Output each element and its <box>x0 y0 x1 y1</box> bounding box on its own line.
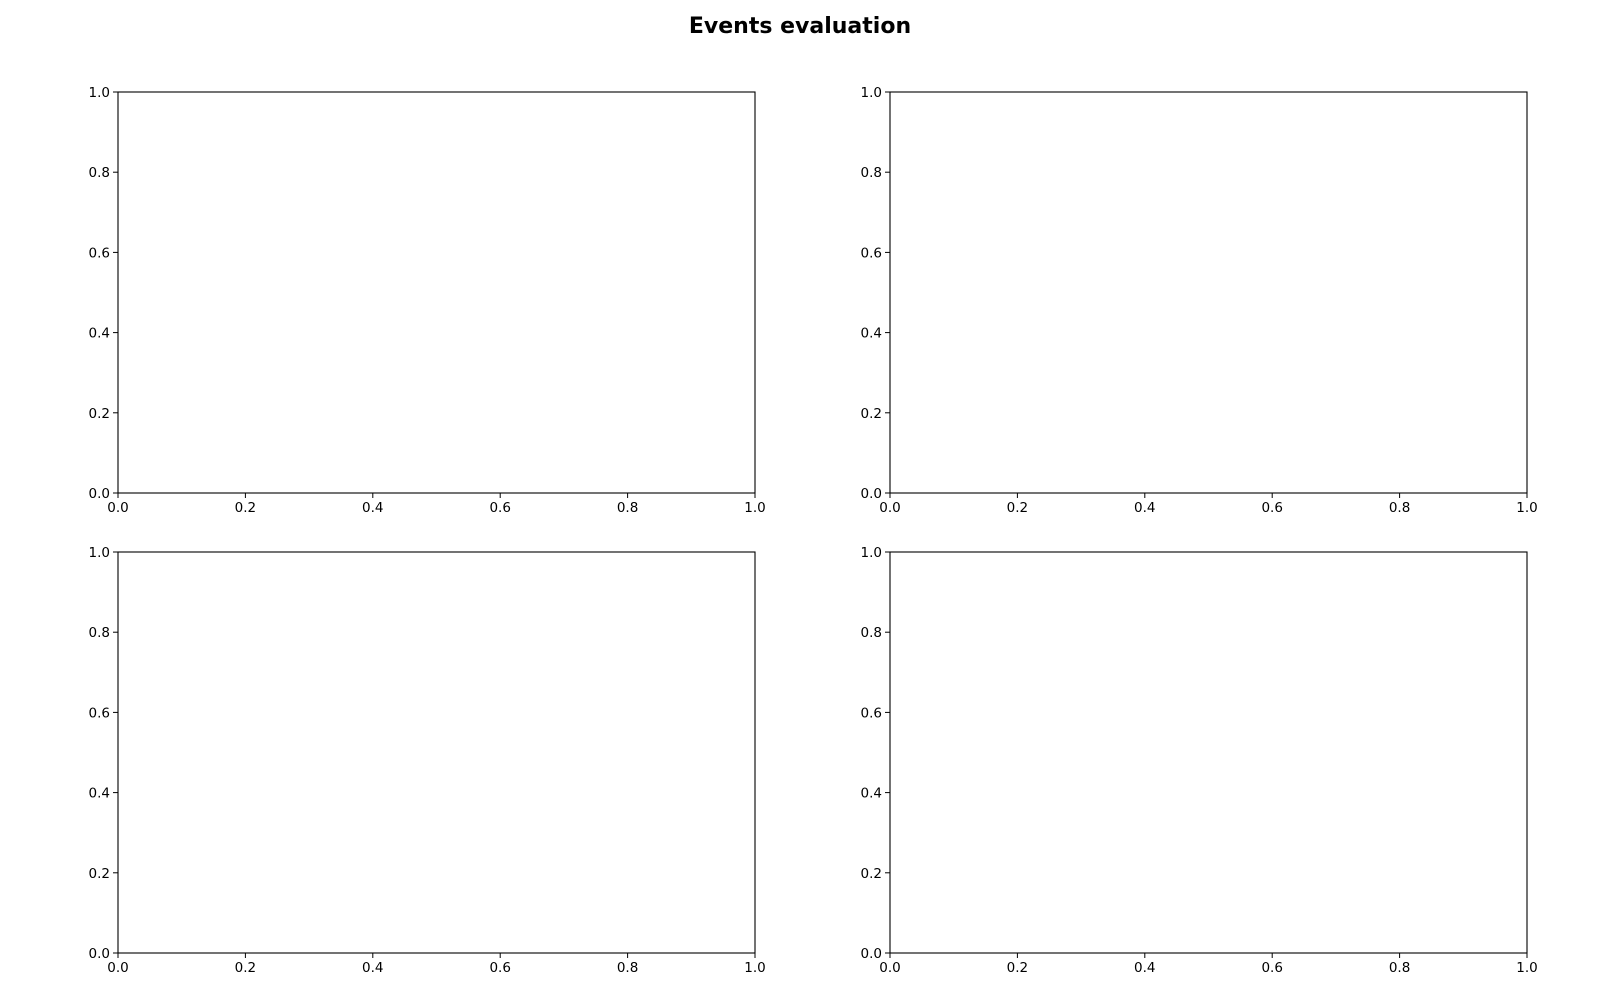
y-tick-label: 0.4 <box>89 326 110 342</box>
y-tick-label: 1.0 <box>89 545 110 561</box>
y-tick-label: 0.0 <box>89 946 110 962</box>
x-tick-label: 0.6 <box>489 960 510 976</box>
x-tick-label: 0.2 <box>1007 500 1028 516</box>
y-tick-label: 0.6 <box>861 705 882 721</box>
y-tick-label: 0.6 <box>861 245 882 261</box>
axes-frame <box>889 91 1528 494</box>
y-tick-label: 0.4 <box>89 786 110 802</box>
x-tick-label: 0.4 <box>1134 960 1155 976</box>
x-tick-label: 0.8 <box>617 500 638 516</box>
y-tick-label: 1.0 <box>861 85 882 101</box>
y-tick-label: 0.0 <box>861 486 882 502</box>
x-tick-label: 0.4 <box>362 960 383 976</box>
subplot-1: 0.0 0.2 0.4 0.6 0.8 1.0 0.0 0.2 0.4 0.6 0.8 1.0 <box>89 85 766 516</box>
y-tick-label: 0.2 <box>861 406 882 422</box>
x-tick-label: 0.2 <box>235 960 256 976</box>
x-tick-label: 1.0 <box>1516 960 1537 976</box>
x-tick-label: 0.8 <box>1389 960 1410 976</box>
x-tick-label: 1.0 <box>744 960 765 976</box>
x-tick-label: 0.8 <box>617 960 638 976</box>
axes-frame <box>889 551 1528 954</box>
y-tick-label: 0.8 <box>861 625 882 641</box>
y-tick-label: 0.2 <box>89 406 110 422</box>
y-tick-label: 0.0 <box>861 946 882 962</box>
y-tick-label: 0.2 <box>861 866 882 882</box>
x-tick-label: 0.4 <box>1134 500 1155 516</box>
x-tick-label: 0.2 <box>235 500 256 516</box>
x-tick-label: 1.0 <box>744 500 765 516</box>
subplot-3: 0.0 0.2 0.4 0.6 0.8 1.0 0.0 0.2 0.4 0.6 0.8 1.0 <box>89 545 766 976</box>
x-tick-label: 0.6 <box>489 500 510 516</box>
x-tick-label: 0.0 <box>879 500 900 516</box>
x-tick-label: 1.0 <box>1516 500 1537 516</box>
x-tick-label: 0.4 <box>362 500 383 516</box>
axes-frame <box>117 551 756 954</box>
y-tick-label: 0.4 <box>861 786 882 802</box>
x-tick-label: 0.6 <box>1261 960 1282 976</box>
x-tick-label: 0.0 <box>879 960 900 976</box>
y-tick-label: 0.4 <box>861 326 882 342</box>
x-tick-label: 0.8 <box>1389 500 1410 516</box>
figure-title: Events evaluation <box>688 14 912 39</box>
y-tick-label: 0.2 <box>89 866 110 882</box>
x-tick-label: 0.0 <box>107 500 128 516</box>
y-tick-label: 0.6 <box>89 245 110 261</box>
y-tick-label: 0.0 <box>89 486 110 502</box>
y-tick-label: 0.8 <box>861 165 882 181</box>
subplot-4: 0.0 0.2 0.4 0.6 0.8 1.0 0.0 0.2 0.4 0.6 0.8 1.0 <box>861 545 1538 976</box>
y-tick-label: 1.0 <box>861 545 882 561</box>
axes-frame <box>117 91 756 494</box>
x-tick-label: 0.0 <box>107 960 128 976</box>
y-tick-label: 0.6 <box>89 705 110 721</box>
y-tick-label: 0.8 <box>89 165 110 181</box>
subplot-2: 0.0 0.2 0.4 0.6 0.8 1.0 0.0 0.2 0.4 0.6 0.8 1.0 <box>861 85 1538 516</box>
x-tick-label: 0.2 <box>1007 960 1028 976</box>
y-tick-label: 1.0 <box>89 85 110 101</box>
x-tick-label: 0.6 <box>1261 500 1282 516</box>
y-tick-label: 0.8 <box>89 625 110 641</box>
